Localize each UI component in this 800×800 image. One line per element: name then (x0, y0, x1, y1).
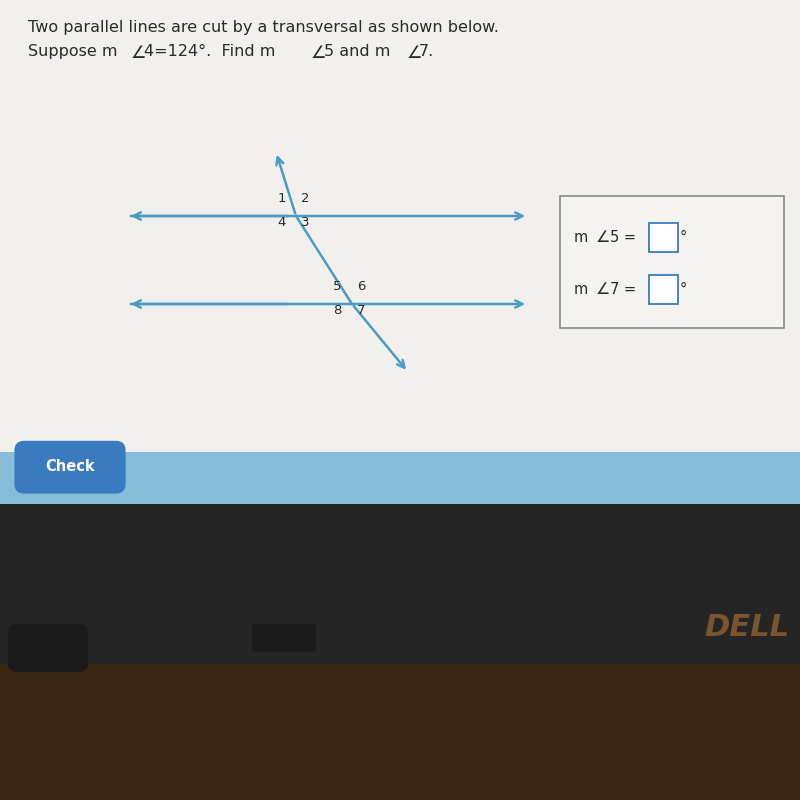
Text: ∠: ∠ (406, 44, 422, 62)
Text: 7: 7 (358, 304, 366, 317)
Text: 2: 2 (302, 192, 310, 205)
Text: 1: 1 (278, 192, 286, 205)
FancyBboxPatch shape (560, 196, 784, 328)
Text: 7 =: 7 = (610, 282, 637, 297)
Text: Suppose m: Suppose m (28, 44, 118, 59)
Bar (0, 0, 800, 452)
Text: 5 and m: 5 and m (324, 44, 390, 59)
Text: 7.: 7. (419, 44, 434, 59)
Text: 3: 3 (302, 216, 310, 229)
Text: 5 =: 5 = (610, 230, 637, 245)
Text: °: ° (680, 282, 687, 297)
Bar (0, 504, 800, 664)
Text: 5: 5 (334, 280, 342, 293)
Bar (0, 616, 800, 800)
FancyBboxPatch shape (252, 624, 316, 652)
FancyBboxPatch shape (8, 624, 88, 672)
Text: ∠: ∠ (596, 230, 610, 245)
Text: 6: 6 (358, 280, 366, 293)
Text: ∠: ∠ (596, 282, 610, 297)
Text: Check: Check (46, 459, 95, 474)
Text: Two parallel lines are cut by a transversal as shown below.: Two parallel lines are cut by a transver… (28, 20, 499, 35)
FancyBboxPatch shape (649, 222, 678, 251)
Text: 4: 4 (278, 216, 286, 229)
FancyBboxPatch shape (14, 441, 126, 494)
Text: ∠: ∠ (310, 44, 326, 62)
Text: DELL: DELL (704, 614, 789, 642)
Text: 8: 8 (334, 304, 342, 317)
Text: ∠: ∠ (130, 44, 146, 62)
Text: m: m (574, 230, 588, 245)
FancyBboxPatch shape (649, 275, 678, 304)
Text: °: ° (680, 230, 687, 245)
Text: 4=124°.  Find m: 4=124°. Find m (144, 44, 275, 59)
Text: m: m (574, 282, 588, 297)
Bar (0, 452, 800, 504)
